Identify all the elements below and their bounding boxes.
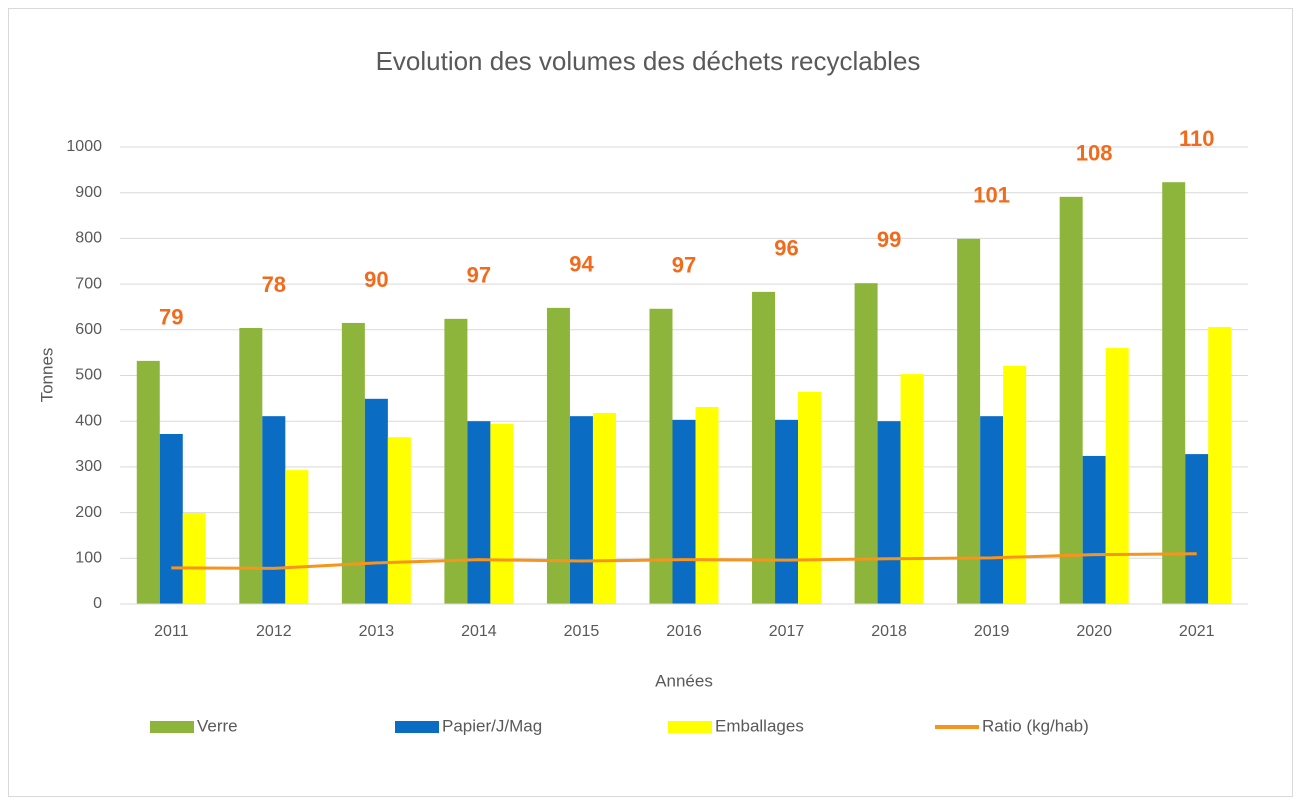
y-tick-label: 0 <box>93 595 102 612</box>
y-tick-label: 100 <box>75 550 102 567</box>
legend-label: Ratio (kg/hab) <box>982 716 1089 735</box>
x-tick-label: 2014 <box>461 623 497 640</box>
legend-label: Verre <box>197 716 238 735</box>
bar <box>182 513 206 604</box>
data-label: 110 <box>1179 126 1215 151</box>
chart-title: Evolution des volumes des déchets recycl… <box>376 46 921 76</box>
bar <box>444 318 468 604</box>
bar <box>1003 365 1027 604</box>
bar <box>649 308 673 604</box>
bar <box>1105 348 1129 604</box>
legend-label: Papier/J/Mag <box>442 716 542 735</box>
data-label: 96 <box>774 236 798 261</box>
y-axis-label: Tonnes <box>37 348 56 403</box>
y-tick-label: 800 <box>75 230 102 247</box>
bar <box>775 419 799 604</box>
bar <box>1082 455 1106 604</box>
y-tick-label: 200 <box>75 504 102 521</box>
legend-swatch <box>395 721 439 733</box>
y-tick-label: 900 <box>75 184 102 201</box>
bar <box>239 327 263 604</box>
data-label: 101 <box>973 183 1010 208</box>
x-tick-label: 2012 <box>256 623 292 640</box>
bar <box>798 391 822 604</box>
data-label: 99 <box>877 227 901 252</box>
data-label: 79 <box>159 305 183 330</box>
ratio-line <box>171 552 1197 570</box>
bar <box>1185 454 1209 604</box>
data-label: 97 <box>672 253 696 278</box>
data-label: 90 <box>364 267 388 292</box>
legend-swatch <box>150 721 194 733</box>
x-tick-label: 2019 <box>974 623 1010 640</box>
data-label: 78 <box>262 272 286 297</box>
bar <box>341 322 365 604</box>
bar <box>285 470 309 604</box>
data-label: 94 <box>569 252 594 277</box>
bar <box>1208 327 1232 604</box>
bar <box>672 419 696 604</box>
y-tick-label: 700 <box>75 275 102 292</box>
x-tick-label: 2021 <box>1179 623 1215 640</box>
y-tick-label: 400 <box>75 412 102 429</box>
y-tick-label: 600 <box>75 321 102 338</box>
bar <box>752 291 776 604</box>
bar <box>569 416 593 604</box>
data-label: 108 <box>1076 141 1113 166</box>
x-tick-label: 2013 <box>359 623 395 640</box>
x-tick-label: 2018 <box>871 623 907 640</box>
bar <box>490 423 514 604</box>
y-tick-label: 500 <box>75 367 102 384</box>
bar <box>1162 182 1186 604</box>
x-tick-label: 2016 <box>666 623 702 640</box>
x-tick-label: 2020 <box>1076 623 1112 640</box>
x-tick-label: 2017 <box>769 623 805 640</box>
bar <box>877 421 901 604</box>
bar <box>695 407 719 604</box>
bar <box>467 421 491 604</box>
x-tick-label: 2015 <box>564 623 600 640</box>
data-label: 97 <box>467 263 491 288</box>
x-tick-label: 2011 <box>154 623 189 640</box>
bar <box>364 398 388 604</box>
bar <box>159 433 183 604</box>
bar <box>546 307 570 604</box>
bar <box>262 416 286 604</box>
bar <box>1059 196 1083 605</box>
y-tick-label: 300 <box>75 458 102 475</box>
bar <box>136 360 160 604</box>
y-tick-label: 1000 <box>66 138 102 155</box>
bar <box>980 416 1004 604</box>
bar <box>957 238 981 604</box>
bar <box>900 374 924 604</box>
legend-swatch <box>668 721 712 733</box>
legend-label: Emballages <box>715 716 804 735</box>
bar <box>592 412 616 604</box>
bar <box>387 437 411 604</box>
x-axis-label: Années <box>655 671 713 690</box>
bar <box>854 283 878 604</box>
